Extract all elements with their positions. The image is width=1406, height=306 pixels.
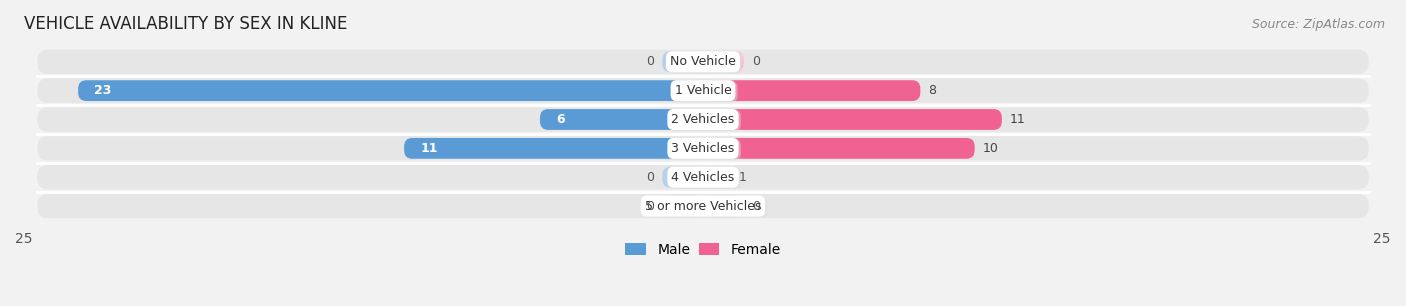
Text: 11: 11	[420, 142, 437, 155]
Text: No Vehicle: No Vehicle	[672, 56, 738, 69]
FancyBboxPatch shape	[662, 167, 703, 188]
FancyBboxPatch shape	[540, 109, 703, 130]
FancyBboxPatch shape	[703, 109, 1002, 130]
Text: 0: 0	[647, 200, 654, 213]
Text: 5 or more Vehicles: 5 or more Vehicles	[647, 201, 763, 214]
Text: 3 Vehicles: 3 Vehicles	[673, 143, 737, 156]
FancyBboxPatch shape	[703, 80, 921, 101]
Text: 5 or more Vehicles: 5 or more Vehicles	[645, 200, 761, 213]
Text: No Vehicle: No Vehicle	[671, 55, 735, 68]
Text: 6: 6	[557, 113, 565, 126]
FancyBboxPatch shape	[703, 196, 744, 216]
FancyBboxPatch shape	[703, 51, 744, 72]
Text: 0: 0	[752, 200, 759, 213]
Text: 11: 11	[1010, 113, 1026, 126]
Text: 1 Vehicle: 1 Vehicle	[675, 84, 731, 97]
Text: 4 Vehicles: 4 Vehicles	[672, 171, 734, 184]
Text: 0: 0	[647, 171, 654, 184]
FancyBboxPatch shape	[38, 107, 1368, 132]
Text: 1: 1	[738, 171, 747, 184]
Text: 3 Vehicles: 3 Vehicles	[672, 142, 734, 155]
Legend: Male, Female: Male, Female	[620, 237, 786, 262]
Text: 0: 0	[752, 55, 759, 68]
Text: 0: 0	[647, 55, 654, 68]
FancyBboxPatch shape	[38, 50, 1368, 74]
FancyBboxPatch shape	[38, 194, 1368, 218]
Text: 2 Vehicles: 2 Vehicles	[673, 114, 737, 127]
FancyBboxPatch shape	[38, 165, 1368, 189]
FancyBboxPatch shape	[662, 196, 703, 216]
FancyBboxPatch shape	[79, 80, 703, 101]
Text: 8: 8	[928, 84, 936, 97]
Text: VEHICLE AVAILABILITY BY SEX IN KLINE: VEHICLE AVAILABILITY BY SEX IN KLINE	[24, 15, 347, 33]
Text: 2 Vehicles: 2 Vehicles	[672, 113, 734, 126]
FancyBboxPatch shape	[703, 138, 974, 159]
FancyBboxPatch shape	[404, 138, 703, 159]
Text: 23: 23	[94, 84, 111, 97]
Text: 1 Vehicle: 1 Vehicle	[676, 85, 734, 98]
Text: Source: ZipAtlas.com: Source: ZipAtlas.com	[1251, 18, 1385, 31]
FancyBboxPatch shape	[662, 51, 703, 72]
FancyBboxPatch shape	[38, 79, 1368, 103]
Text: 4 Vehicles: 4 Vehicles	[673, 172, 737, 185]
Text: 10: 10	[983, 142, 998, 155]
FancyBboxPatch shape	[703, 167, 730, 188]
FancyBboxPatch shape	[38, 136, 1368, 160]
